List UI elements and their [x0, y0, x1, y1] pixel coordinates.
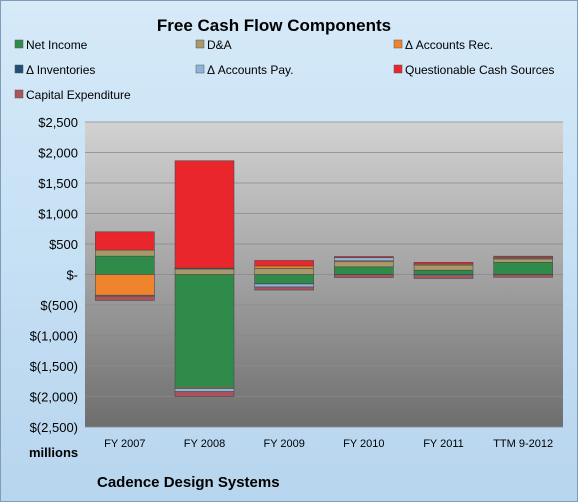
legend-item-accounts-pay: Δ Accounts Pay.	[195, 63, 294, 77]
bar-segment	[254, 260, 314, 267]
y-tick-label: $2,000	[38, 146, 78, 161]
legend: Net Income D&A Δ Accounts Rec. Δ Invento…	[14, 38, 554, 102]
bar-segment	[334, 266, 394, 275]
bar-segment	[95, 295, 155, 301]
bar-segment	[334, 256, 394, 259]
bar-segment	[493, 255, 553, 258]
x-tick-label: FY 2011	[423, 438, 464, 450]
bar-segment	[334, 274, 394, 278]
y-axis: $2,500 $2,000 $1,500 $1,000 $500 $- $(500) $(1,…	[30, 115, 78, 435]
y-tick-label: $(2,000)	[30, 390, 78, 405]
bar-segment	[413, 264, 474, 271]
bar-segment	[254, 286, 314, 291]
bar-segment	[334, 257, 394, 262]
bar-segment	[493, 261, 553, 275]
y-tick-label: $2,500	[38, 115, 78, 130]
bar-segment	[254, 274, 314, 284]
legend-item-accounts-rec: Δ Accounts Rec.	[393, 38, 493, 52]
bar-segment	[254, 283, 314, 288]
x-tick-label: FY 2009	[263, 438, 304, 450]
bar-segment	[254, 265, 314, 269]
bar-segment	[413, 261, 474, 265]
bar-segment	[95, 231, 155, 251]
bars	[95, 160, 553, 397]
legend-label: Net Income	[26, 38, 88, 52]
x-tick-label: FY 2010	[343, 438, 384, 450]
bar-segment	[413, 275, 474, 279]
company-name: Cadence Design Systems	[97, 474, 280, 491]
bar-segment	[95, 274, 155, 296]
x-tick-label: FY 2008	[184, 438, 225, 450]
bar-segment	[95, 249, 155, 257]
units-label: millions	[29, 445, 78, 460]
gridlines	[85, 121, 563, 428]
y-tick-label: $1,000	[38, 207, 78, 222]
legend-item-da: D&A	[195, 38, 232, 52]
x-tick-label: FY 2007	[104, 438, 145, 450]
legend-label: D&A	[207, 38, 232, 52]
y-tick-label: $500	[49, 237, 78, 252]
y-tick-label: $(1,000)	[30, 329, 78, 344]
y-tick-label: $(1,500)	[30, 359, 78, 374]
y-tick-label: $1,500	[38, 176, 78, 191]
y-tick-label: $(2,500)	[30, 420, 78, 435]
x-axis: FY 2007 FY 2008 FY 2009 FY 2010 FY 2011 TTM 9…	[104, 438, 553, 450]
y-tick-label: $-	[66, 268, 78, 283]
y-tick-label: $(500)	[40, 298, 78, 313]
bar-segment	[493, 274, 553, 278]
chart-title: Free Cash Flow Components	[157, 16, 391, 35]
legend-item-questionable-cash-sources: Questionable Cash Sources	[393, 63, 554, 77]
legend-item-net-income: Net Income	[14, 38, 88, 52]
bar-segment	[174, 391, 235, 397]
bar-segment	[174, 388, 235, 392]
legend-label: Δ Accounts Pay.	[207, 63, 294, 77]
legend-label: Δ Inventories	[26, 63, 95, 77]
bar-segment	[174, 274, 235, 388]
bar-segment	[413, 269, 474, 275]
bar-segment	[174, 160, 235, 269]
x-tick-label: TTM 9-2012	[493, 438, 553, 450]
bar-segment	[254, 268, 314, 275]
legend-label: Questionable Cash Sources	[405, 63, 554, 77]
legend-label: Δ Accounts Rec.	[405, 38, 493, 52]
legend-item-capital-expenditure: Capital Expenditure	[14, 88, 131, 102]
bar-segment	[95, 255, 155, 275]
bar-segment	[334, 261, 394, 268]
legend-label: Capital Expenditure	[26, 88, 131, 102]
legend-item-inventories: Δ Inventories	[14, 63, 95, 77]
